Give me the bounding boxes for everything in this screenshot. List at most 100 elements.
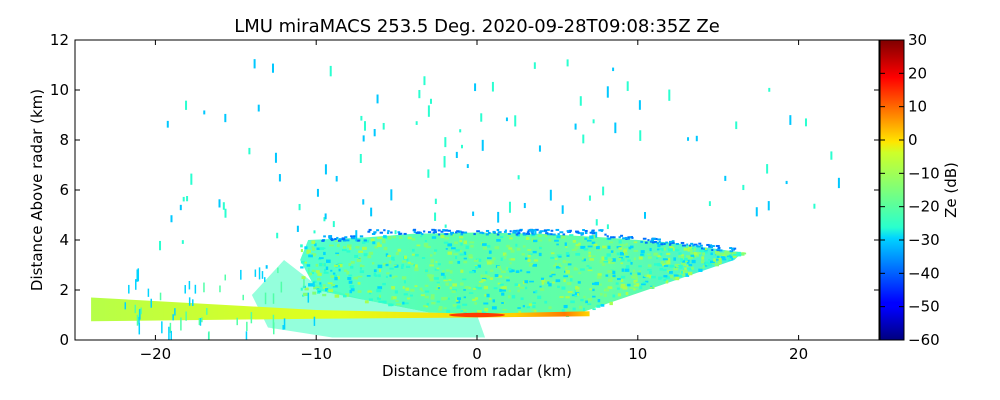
echo-pixel bbox=[306, 250, 310, 254]
echo-pixel bbox=[347, 244, 352, 247]
noise-echo bbox=[329, 65, 332, 77]
echo-pixel bbox=[443, 307, 447, 310]
echo-pixel bbox=[359, 267, 363, 270]
echo-pixel bbox=[657, 255, 661, 257]
echo-pixel bbox=[373, 269, 377, 273]
echo-pixel bbox=[455, 256, 458, 260]
echo-pixel bbox=[446, 297, 450, 300]
echo-pixel bbox=[544, 233, 548, 238]
echo-pixel bbox=[592, 308, 596, 311]
y-tick-label: 8 bbox=[59, 131, 69, 149]
echo-pixel bbox=[382, 240, 386, 244]
echo-pixel bbox=[343, 269, 348, 272]
echo-pixel bbox=[550, 271, 555, 275]
echo-pixel bbox=[663, 268, 667, 271]
echo-pixel bbox=[504, 276, 510, 279]
echo-pixel bbox=[671, 240, 675, 243]
echo-pixel bbox=[434, 249, 438, 252]
noise-echo bbox=[203, 110, 206, 115]
echo-pixel bbox=[348, 263, 352, 267]
echo-pixel bbox=[687, 257, 692, 260]
echo-pixel bbox=[441, 296, 446, 301]
echo-pixel bbox=[308, 254, 313, 258]
echo-pixel bbox=[661, 263, 666, 266]
echo-pixel bbox=[592, 288, 595, 292]
echo-pixel bbox=[537, 234, 542, 238]
echo-pixel bbox=[528, 264, 533, 267]
echo-pixel bbox=[690, 242, 694, 245]
echo-pixel bbox=[649, 247, 652, 252]
echo-pixel bbox=[325, 266, 329, 270]
echo-pixel bbox=[522, 245, 526, 248]
echo-pixel bbox=[574, 246, 579, 250]
echo-pixel bbox=[423, 230, 426, 233]
echo-pixel bbox=[497, 282, 501, 285]
echo-pixel bbox=[526, 231, 530, 234]
echo-pixel bbox=[492, 230, 496, 233]
echo-pixel bbox=[533, 259, 539, 262]
echo-pixel bbox=[482, 246, 488, 250]
echo-pixel bbox=[737, 253, 742, 257]
noise-echo bbox=[533, 62, 536, 69]
echo-pixel bbox=[551, 252, 555, 255]
echo-pixel bbox=[610, 236, 614, 239]
echo-pixel bbox=[729, 247, 733, 250]
echo-pixel bbox=[516, 247, 521, 251]
echo-pixel bbox=[512, 231, 515, 234]
noise-echo bbox=[785, 180, 788, 185]
echo-pixel bbox=[624, 244, 627, 247]
echo-pixel bbox=[668, 243, 672, 246]
echo-pixel bbox=[724, 252, 729, 256]
echo-pixel bbox=[627, 259, 631, 262]
echo-pixel bbox=[563, 275, 568, 278]
echo-pixel bbox=[688, 267, 693, 271]
echo-pixel bbox=[335, 240, 339, 242]
echo-pixel bbox=[629, 272, 632, 275]
noise-echo bbox=[429, 98, 432, 104]
noise-echo bbox=[161, 321, 163, 334]
echo-pixel bbox=[367, 290, 373, 293]
echo-pixel bbox=[632, 269, 636, 273]
echo-pixel bbox=[361, 241, 366, 244]
echo-pixel bbox=[431, 302, 436, 305]
echo-pixel bbox=[584, 232, 588, 235]
echo-pixel bbox=[683, 260, 689, 263]
echo-pixel bbox=[567, 291, 573, 293]
echo-pixel bbox=[338, 238, 343, 241]
echo-pixel bbox=[478, 258, 482, 262]
echo-pixel bbox=[316, 287, 320, 290]
echo-pixel bbox=[653, 263, 658, 266]
echo-pixel bbox=[548, 283, 552, 287]
echo-pixel bbox=[729, 250, 734, 253]
echo-pixel bbox=[345, 293, 350, 296]
echo-pixel bbox=[577, 281, 581, 284]
noise-echo bbox=[766, 164, 769, 174]
echo-pixel bbox=[607, 270, 613, 274]
echo-pixel bbox=[553, 265, 556, 267]
echo-pixel bbox=[726, 253, 732, 258]
echo-pixel bbox=[558, 256, 562, 258]
echo-pixel bbox=[548, 306, 552, 310]
echo-pixel bbox=[463, 257, 467, 260]
echo-pixel bbox=[374, 274, 378, 277]
noise-echo bbox=[246, 321, 248, 331]
echo-pixel bbox=[618, 236, 621, 239]
echo-pixel bbox=[483, 285, 489, 290]
echo-pixel bbox=[367, 255, 372, 259]
noise-echo bbox=[735, 121, 738, 130]
echo-pixel bbox=[692, 244, 695, 247]
echo-pixel bbox=[499, 283, 504, 286]
noise-echo bbox=[362, 199, 365, 205]
echo-pixel bbox=[385, 253, 389, 257]
x-axis-label: Distance from radar (km) bbox=[382, 362, 572, 380]
noise-echo bbox=[755, 207, 758, 217]
echo-pixel bbox=[666, 260, 671, 264]
echo-pixel bbox=[469, 241, 475, 244]
echo-pixel bbox=[687, 271, 693, 276]
echo-pixel bbox=[552, 281, 555, 284]
echo-pixel bbox=[304, 288, 309, 291]
noise-echo bbox=[138, 316, 140, 325]
echo-pixel bbox=[600, 229, 603, 232]
echo-pixel bbox=[477, 286, 482, 290]
echo-pixel bbox=[514, 231, 517, 234]
